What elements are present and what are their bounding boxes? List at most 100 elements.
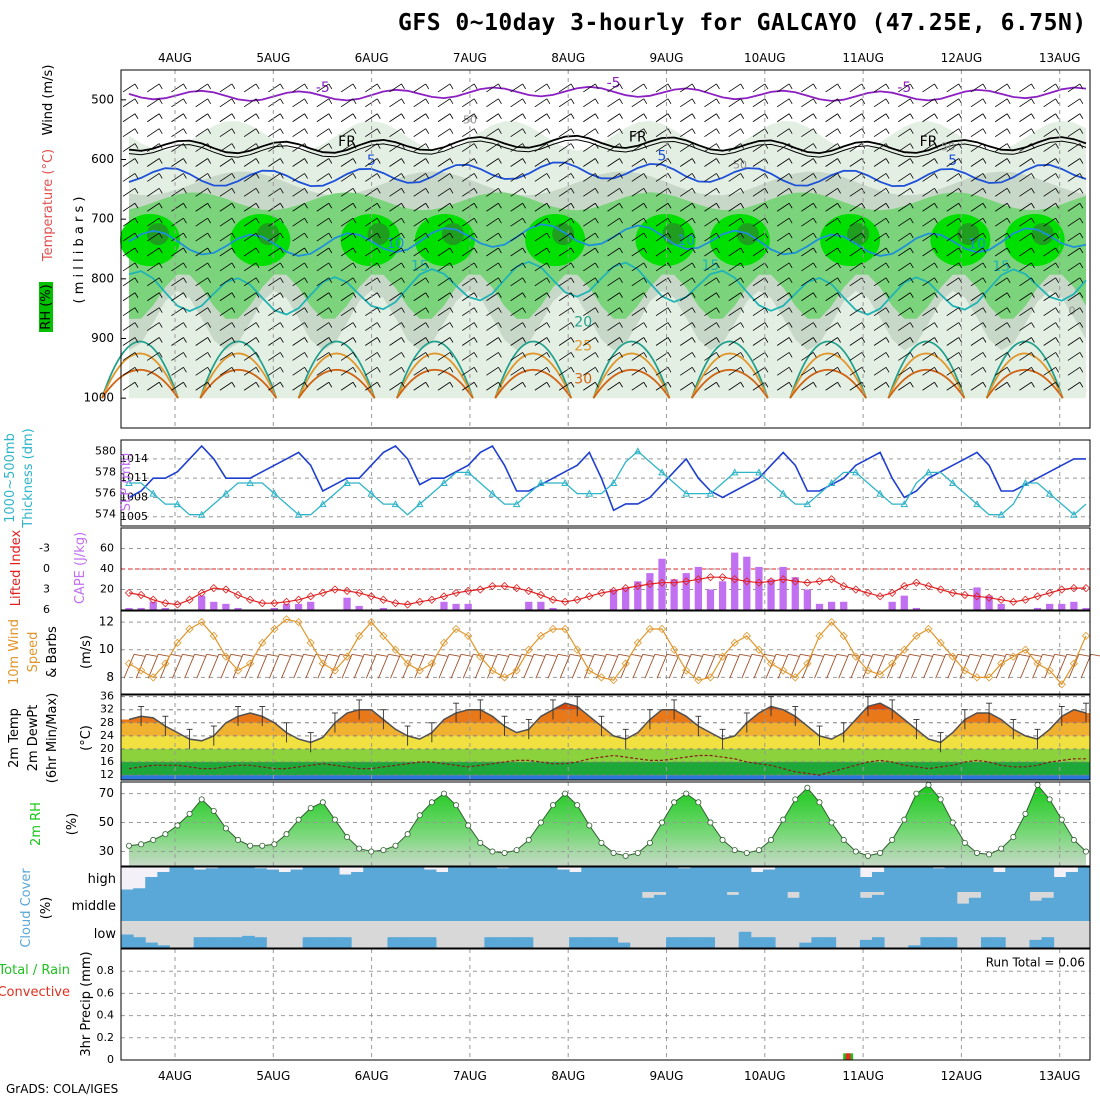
temp-contour-diurnal [101,340,179,399]
wind-barb-flag [594,277,599,284]
wind-barb-flag [231,367,236,373]
wind-barb-flag [207,158,212,164]
wind-barb [680,128,693,137]
lifted-marker [439,592,449,601]
cloud-cell [472,892,485,921]
wind-barb [195,352,208,361]
wind10-barb [596,654,607,679]
wind-barb-flag [667,232,672,239]
wind-barb-flag [570,203,575,209]
wind-barb-flag [788,232,793,239]
wind-barb [728,337,741,346]
wind-barb [122,173,136,182]
wind10-barb-flag [994,653,1006,657]
tick-label: 576 [95,487,116,500]
wind-barb [171,202,184,212]
wind-barb-flag [691,352,696,358]
wind-barb [631,83,645,93]
wind10-marker [355,631,364,641]
wind10-barb [438,654,450,679]
cape-bar [706,589,715,610]
wind-barb-flag [231,352,236,358]
wind-barb-flag [498,247,502,254]
wind-barb [631,277,645,287]
wind-barb [752,337,766,346]
cape-bar [343,597,351,610]
wind-barb-flag [449,83,454,90]
wind-barb-flag [352,367,357,373]
wind-barb-flag [1055,352,1060,358]
wind10-barb-flag [339,653,352,657]
wind10-barb-flag [182,653,194,657]
rh-cell-max [441,223,464,246]
wind-barb [994,83,1008,93]
wind10-barb-flag [545,653,557,657]
wind-barb-flag [280,382,284,388]
thickness-marker [682,489,691,497]
cloud-cell [896,867,909,892]
wind-barb-flag [837,158,841,164]
cape-bar [440,601,448,610]
wind-barb [680,381,693,391]
wind-barb [825,158,838,167]
wind10-barb-flag [751,653,763,657]
wind-barb [922,352,935,361]
cape-bar [658,558,666,610]
wind-barb-flag [304,158,308,164]
wind-barb [486,247,499,257]
wind-barb-flag [594,203,599,209]
wind-barb-flag [934,352,938,358]
wind-barb [171,98,184,108]
wind10-marker [573,645,582,654]
wind-barb [801,217,814,227]
wind-barb [243,143,257,152]
wind-barb [849,381,863,391]
wind-barb [437,262,451,272]
thickness-axis-label: 1000~500mb [3,433,18,523]
wind10-barb [826,654,838,679]
rh-cell-max [257,223,280,246]
cloud-cell [726,867,740,892]
wind-barb [558,158,572,167]
thickness-marker [997,510,1006,518]
wind-barb [728,262,741,272]
wind-barb-flag [691,337,696,343]
wind-barb-flag [958,262,963,269]
wind10-barb [1032,654,1043,679]
rh2m-marker [937,796,944,803]
wind-barb [849,366,863,376]
wind-barb-flag [449,203,454,209]
wind-barb [583,187,596,197]
wind-barb [776,202,790,212]
wind-barb-flag [134,173,139,179]
wind-barb [607,83,620,93]
temp-contour-diurnal [887,369,966,399]
wind-barb [340,322,354,331]
wind-barb-flag [716,337,720,343]
wind-barb-flag [813,98,817,105]
wind-barb-flag [134,158,139,164]
wind-barb-flag [207,292,212,298]
wind-barb [316,337,330,346]
wind10-barbs-label: & Barbs [45,626,60,678]
wind10-barb-flag [884,653,897,657]
temp-contour [128,85,1087,102]
wind-barb [219,247,233,257]
wind-barb [534,247,548,257]
wind-barb-flag [449,367,454,373]
wind10-barb-flag [424,653,436,657]
wind-barb-flag [643,217,648,224]
wind-barb [558,292,572,302]
wind-barb-flag [691,188,696,194]
cape-bar [1058,603,1066,610]
wind-barb-flag [619,143,623,149]
wind-barb-flag [934,277,938,284]
wind-barb [243,113,257,123]
wind-barb-flag [885,247,890,254]
wind-barb-flag [183,173,187,179]
wind-barb [268,247,281,257]
wind-barb [607,381,620,391]
wind-barb [316,83,330,93]
wind-barb [219,366,233,376]
wind-barb-flag [982,83,987,90]
